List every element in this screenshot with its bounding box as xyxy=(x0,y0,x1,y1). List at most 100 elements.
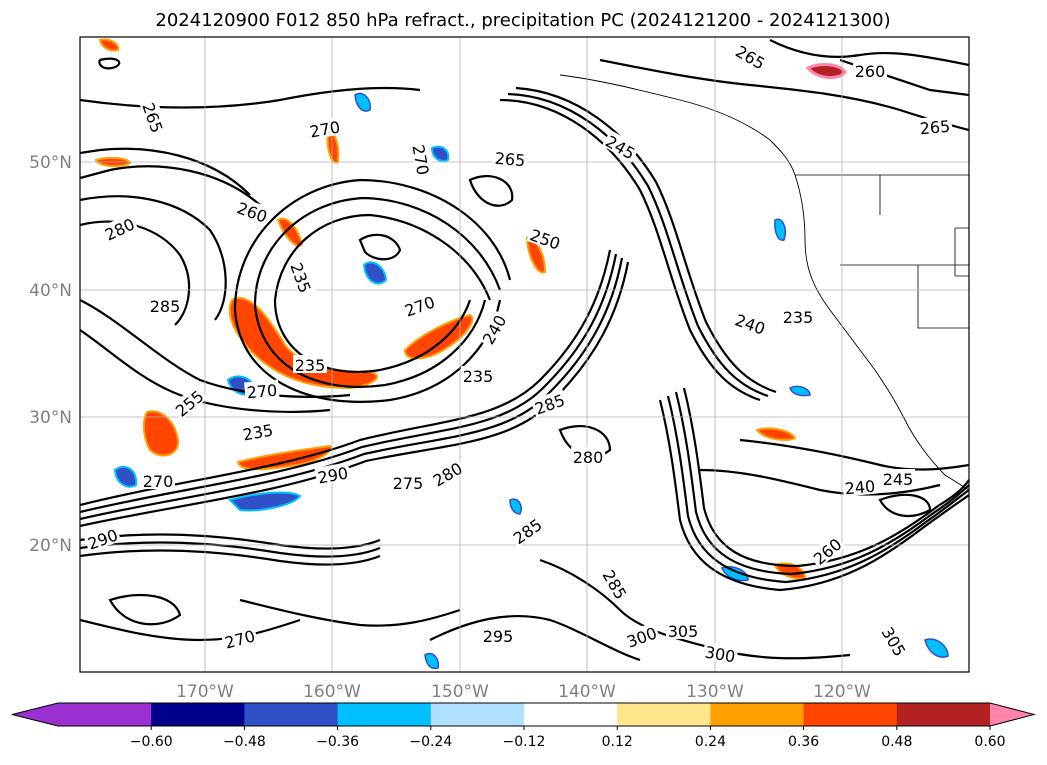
precip-patch xyxy=(789,385,811,397)
contour-label: 285 xyxy=(150,297,181,316)
contour-label-bg xyxy=(917,115,953,137)
colorbar-tick-label: 0.24 xyxy=(695,734,726,750)
contour-label-bg xyxy=(169,384,208,421)
state-borders xyxy=(795,174,969,329)
contour-label: 265 xyxy=(494,149,526,171)
contour-label-bg xyxy=(530,388,569,418)
precip-patch xyxy=(430,145,450,162)
colorbar-tick-label: −0.60 xyxy=(130,734,173,750)
colorbar-tick-label: −0.12 xyxy=(503,734,546,750)
precip-patch xyxy=(113,465,138,488)
colorbar-segment xyxy=(617,703,711,726)
colorbar-tick-label: −0.24 xyxy=(409,734,452,750)
lat-label: 50°N xyxy=(29,153,72,173)
precip-patch xyxy=(276,217,304,247)
precip-patch xyxy=(98,38,120,52)
contour-label: 235 xyxy=(463,367,494,386)
contour-label-bg xyxy=(148,296,182,314)
lon-label: 150°W xyxy=(431,682,489,702)
precip-patch xyxy=(805,63,847,79)
contour-label-bg xyxy=(881,469,915,487)
lon-label: 130°W xyxy=(686,682,744,702)
contour-label-bg xyxy=(476,309,510,349)
precip-patch xyxy=(774,218,787,241)
contour-label: 305 xyxy=(668,622,699,641)
colorbar-segment xyxy=(58,703,152,726)
contour-label-bg xyxy=(666,621,700,639)
contour-label: 245 xyxy=(883,470,914,489)
figure-title: 2024120900 F012 850 hPa refract., precip… xyxy=(155,10,890,31)
lat-label: 40°N xyxy=(29,281,72,301)
contour-label-bg xyxy=(853,61,887,79)
contour-label-bg xyxy=(731,39,771,73)
contour-label: 235 xyxy=(783,308,814,327)
contour-label-bg xyxy=(244,379,280,401)
colorbar: −0.60 −0.48 −0.36 −0.24 −0.12 0.12 0.24 0.36 0.4… xyxy=(11,702,1036,750)
colorbar-tick-label: −0.48 xyxy=(223,734,266,750)
contour-label-bg xyxy=(731,308,770,338)
contour-label-bg xyxy=(807,532,846,569)
precip-patch xyxy=(424,652,440,670)
contour-label-bg xyxy=(601,129,641,163)
precip-patch xyxy=(924,638,949,658)
colorbar-tick-label: 0.12 xyxy=(602,734,633,750)
contour-label: 235 xyxy=(295,356,326,375)
precip-patch xyxy=(755,427,797,441)
colorbar-segment xyxy=(524,703,618,726)
contour-label-bg xyxy=(702,641,739,665)
contour-label-bg xyxy=(507,513,546,548)
contour-label: 280 xyxy=(573,448,604,467)
contour-label-bg xyxy=(83,523,122,553)
contour-label: 275 xyxy=(393,474,424,493)
colorbar-outline xyxy=(11,702,1036,727)
contour-label-bg xyxy=(99,212,139,244)
contour-label-bg xyxy=(287,258,317,297)
contour-label-bg xyxy=(139,98,169,137)
colorbar-segment xyxy=(896,703,991,726)
colorbar-segment xyxy=(337,703,432,726)
colorbar-under-triangle xyxy=(12,703,58,726)
contour-label-bg xyxy=(842,475,878,497)
contour-label-bg xyxy=(239,419,276,443)
contour-label-bg xyxy=(461,366,495,384)
precip-patch xyxy=(228,491,302,512)
colorbar-segment xyxy=(430,703,525,726)
contour-label-bg xyxy=(400,290,439,320)
precip-patch xyxy=(721,566,749,582)
contour-label: 270 xyxy=(246,381,278,403)
precip-patch xyxy=(509,498,522,515)
contour-label: 295 xyxy=(483,627,514,646)
contour-label-bg xyxy=(391,473,425,491)
colorbar-segment xyxy=(710,703,805,726)
contour-label-bg xyxy=(314,462,351,486)
map-frame xyxy=(79,36,970,673)
contour-label-bg xyxy=(427,456,467,490)
precip-patch xyxy=(228,297,378,390)
contour-label: 265 xyxy=(919,117,951,139)
contour-label-bg xyxy=(233,196,272,226)
colorbar-tick-label: 0.48 xyxy=(881,734,912,750)
contour-label-bg xyxy=(293,355,327,373)
lat-label: 20°N xyxy=(29,536,72,556)
contour-label-bg xyxy=(878,621,912,661)
colorbar-segment xyxy=(244,703,339,726)
contour-label: 240 xyxy=(844,477,876,499)
contour-label-bg xyxy=(141,471,175,489)
lat-label: 30°N xyxy=(29,408,72,428)
contour-label: 260 xyxy=(855,62,886,81)
coastline xyxy=(559,74,969,491)
contour-label-bg xyxy=(622,621,661,651)
contour-label-bg xyxy=(481,626,515,644)
contour-label: 270 xyxy=(143,472,174,491)
map-background xyxy=(80,37,969,672)
contour-label-bg xyxy=(571,447,605,465)
colorbar-tick-label: 0.60 xyxy=(974,734,1005,750)
lon-label: 120°W xyxy=(813,682,871,702)
precip-patch xyxy=(354,92,371,112)
colorbar-tick-label: 0.36 xyxy=(788,734,819,750)
colorbar-tick-label: −0.36 xyxy=(316,734,359,750)
refractivity-contours xyxy=(80,39,969,662)
colorbar-segment xyxy=(151,703,245,726)
lon-label: 170°W xyxy=(176,682,234,702)
